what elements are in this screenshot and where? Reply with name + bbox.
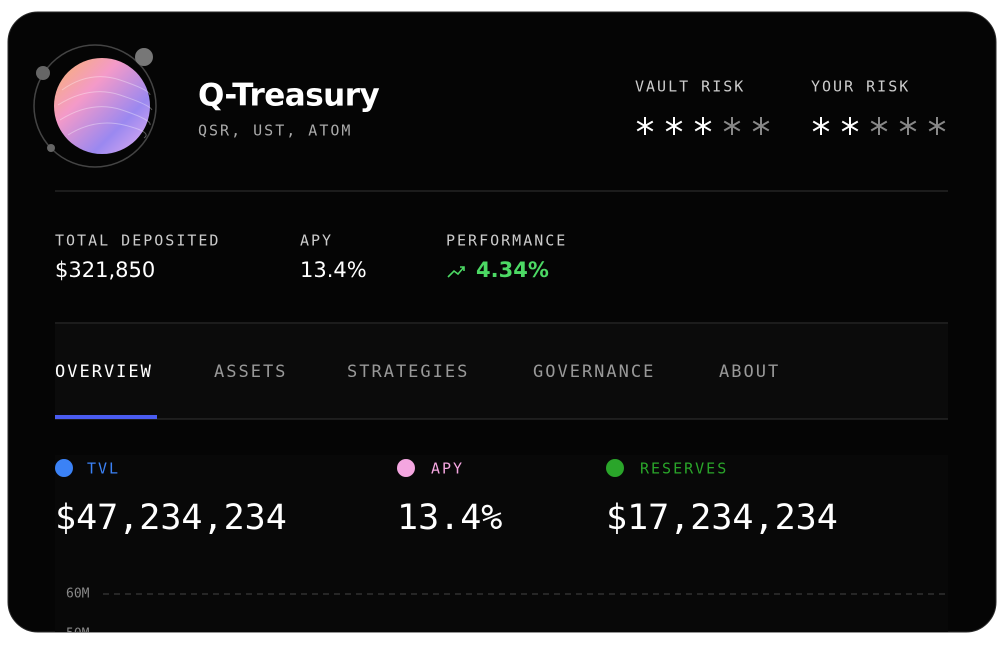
tab[interactable]: ASSETS [214,362,287,382]
trend-icon [447,266,465,278]
axis-label: 50M [66,627,90,642]
metric-value: $17,234,234 [606,498,838,538]
logo-orb [54,58,150,154]
stat-value: 4.34% [476,258,549,282]
vault-assets: QSR, UST, ATOM [198,122,352,140]
legend-dot [55,459,73,477]
axis-label: 60M [66,587,90,602]
risk-star [899,117,917,135]
tab-indicator [55,415,157,419]
metric-label: APY [431,460,464,478]
tab[interactable]: STRATEGIES [347,362,469,382]
risk-star [928,117,946,135]
logo-dot [36,66,50,80]
stat-label: PERFORMANCE [446,232,567,250]
chart-area [55,455,948,632]
logo-ring [33,44,157,168]
legend-dot [606,459,624,477]
logo-dot [135,48,153,66]
risk-star [694,117,712,135]
tab[interactable]: OVERVIEW [55,362,153,382]
risk-star [636,117,654,135]
tab[interactable]: ABOUT [719,362,780,382]
metric-value: $47,234,234 [55,498,287,538]
stat-label: APY [300,232,333,250]
risk-star [870,117,888,135]
risk-label: VAULT RISK [635,78,745,96]
tab-bar [55,324,948,419]
card-content: Q-Treasury QSR, UST, ATOM VAULT RISK YOUR… [33,44,948,642]
risk-label: YOUR RISK [811,78,910,96]
tab[interactable]: GOVERNANCE [533,362,655,382]
risk-star [665,117,683,135]
logo-pattern [57,76,153,139]
metric-label: RESERVES [640,460,728,478]
metric-label: TVL [87,460,120,478]
logo-dot [47,144,55,152]
legend-dot [397,459,415,477]
stat-value: $321,850 [55,258,155,282]
vault-title: Q-Treasury [198,78,380,114]
risk-star [752,117,770,135]
metric-value: 13.4% [397,498,502,538]
stat-value: 13.4% [300,258,367,282]
risk-star [841,117,859,135]
stat-label: TOTAL DEPOSITED [55,232,220,250]
risk-star [812,117,830,135]
risk-star [723,117,741,135]
